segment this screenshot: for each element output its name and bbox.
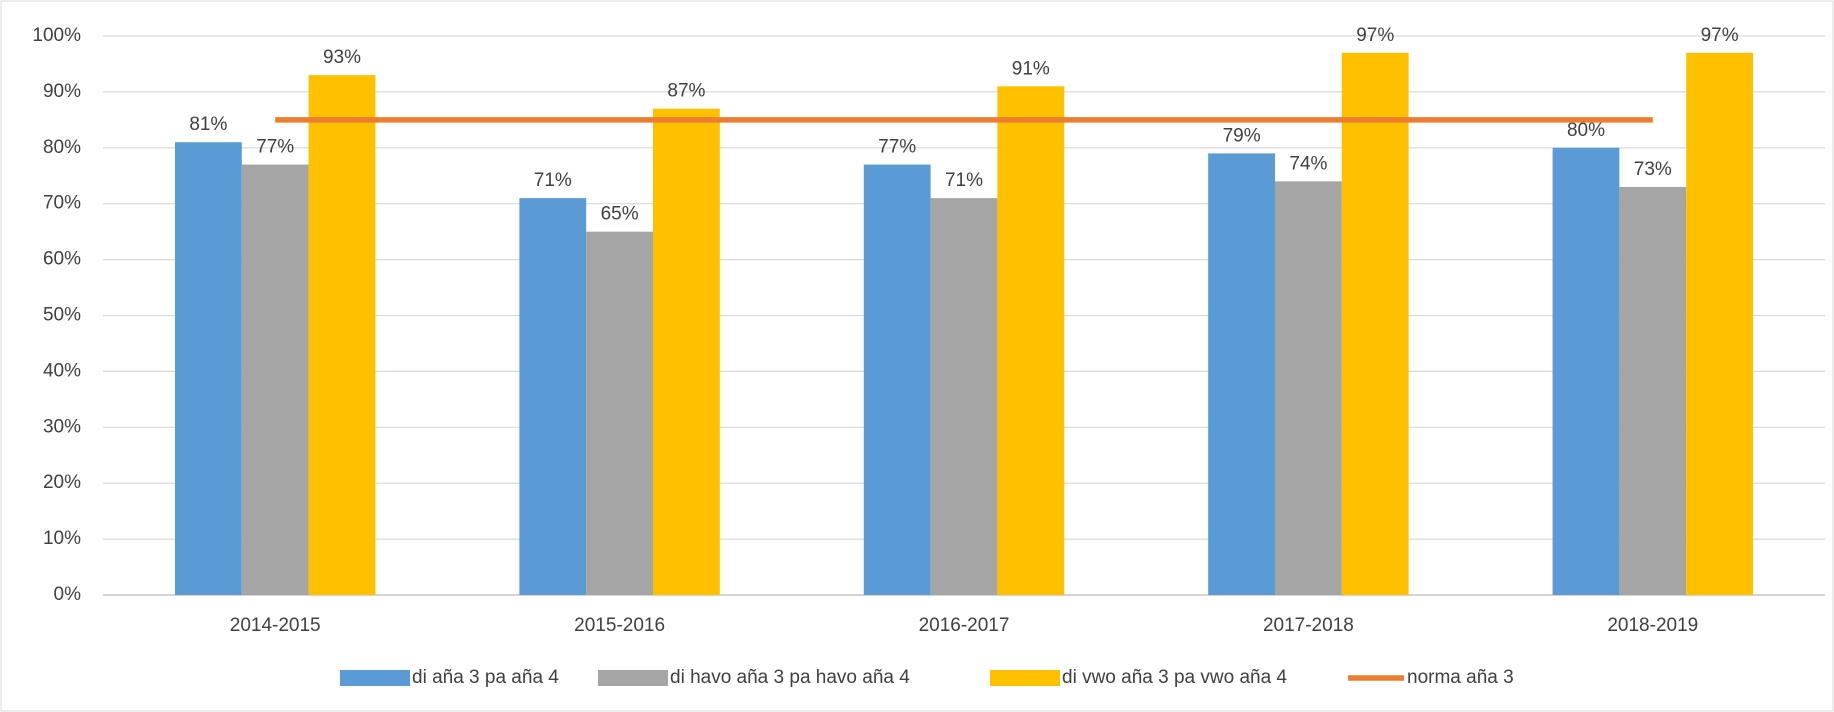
y-tick-label: 70% — [43, 193, 81, 214]
bar — [519, 198, 587, 596]
y-tick-label: 0% — [54, 584, 82, 605]
x-tick-label: 2015-2016 — [574, 615, 665, 636]
legend-label: norma aña 3 — [1407, 667, 1514, 688]
bar — [997, 86, 1065, 595]
y-tick-label: 10% — [43, 528, 81, 549]
y-tick-label: 100% — [32, 25, 81, 46]
bar — [930, 198, 998, 596]
x-tick-label: 2017-2018 — [1263, 615, 1354, 636]
bar — [1686, 52, 1754, 595]
data-label: 91% — [1012, 58, 1050, 79]
bar — [1208, 153, 1275, 595]
data-label: 71% — [534, 170, 572, 191]
bar — [863, 164, 931, 595]
y-tick-label: 90% — [43, 81, 81, 102]
bar — [586, 231, 654, 595]
y-tick-label: 20% — [43, 472, 81, 493]
data-label: 77% — [878, 137, 916, 158]
y-tick-label: 50% — [43, 305, 81, 326]
bar — [1552, 147, 1620, 596]
data-label: 80% — [1567, 120, 1605, 141]
x-tick-label: 2016-2017 — [919, 615, 1010, 636]
legend-label: di aña 3 pa aña 4 — [412, 667, 559, 688]
data-label: 97% — [1701, 25, 1739, 46]
y-tick-label: 80% — [43, 137, 81, 158]
bar — [653, 108, 720, 596]
data-label: 77% — [256, 137, 294, 158]
x-tick-label: 2018-2019 — [1607, 615, 1698, 636]
legend-marker — [340, 670, 410, 686]
data-label: 71% — [945, 170, 983, 191]
x-tick-label: 2014-2015 — [230, 615, 321, 636]
data-label: 87% — [667, 81, 705, 102]
bar — [1341, 52, 1409, 595]
bar — [1619, 186, 1687, 595]
bar — [174, 142, 242, 595]
data-label: 65% — [601, 204, 639, 225]
legend-label: di havo aña 3 pa havo aña 4 — [670, 667, 910, 688]
y-tick-label: 60% — [43, 249, 81, 270]
y-tick-label: 40% — [43, 360, 81, 381]
data-label: 73% — [1634, 159, 1672, 180]
data-label: 74% — [1289, 153, 1327, 174]
data-label: 81% — [189, 114, 227, 135]
bar — [1274, 181, 1342, 595]
legend-marker — [598, 670, 668, 686]
data-label: 97% — [1356, 25, 1394, 46]
legend-marker — [990, 670, 1060, 686]
data-label: 93% — [323, 47, 361, 68]
bar — [308, 75, 376, 595]
bar — [241, 164, 309, 595]
y-tick-label: 30% — [43, 416, 81, 437]
data-label: 79% — [1223, 125, 1261, 146]
legend-label: di vwo aña 3 pa vwo aña 4 — [1062, 667, 1287, 688]
